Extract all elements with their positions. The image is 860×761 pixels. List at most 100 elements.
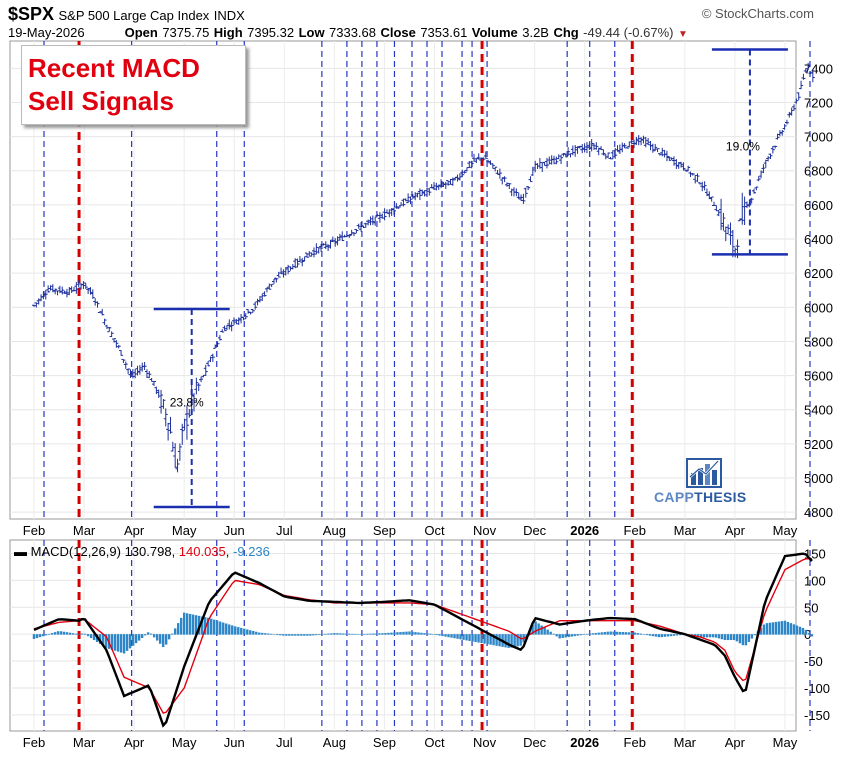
macd-histogram-bar — [444, 634, 447, 637]
macd-histogram-bar — [645, 634, 648, 636]
macd-histogram-bar — [447, 634, 450, 638]
macd-histogram-bar — [480, 634, 483, 644]
macd-y-tick-label: 0 — [804, 627, 811, 642]
price-x-tick-label: Apr — [725, 523, 746, 538]
gain-percent-label: 19.0% — [726, 139, 760, 153]
macd-histogram-bar — [570, 634, 573, 637]
macd-histogram-bar — [789, 623, 793, 635]
macd-histogram-bar — [432, 634, 435, 635]
macd-histogram-bar — [741, 634, 745, 646]
macd-histogram-bar — [798, 626, 802, 635]
price-x-tick-label: Jun — [224, 523, 245, 538]
macd-histogram-bar — [792, 624, 796, 635]
macd-histogram-bar — [468, 634, 471, 641]
macd-histogram-bar — [564, 634, 567, 638]
macd-x-tick-label: Apr — [725, 735, 746, 750]
macd-histogram-bar — [612, 631, 615, 635]
macd-histogram-bar — [492, 634, 495, 646]
macd-histogram-bar — [270, 633, 273, 635]
macd-histogram-bar — [357, 634, 360, 635]
macd-x-tick-label: Jul — [276, 735, 293, 750]
price-y-tick-label: 5000 — [804, 471, 833, 486]
macd-histogram-bar — [807, 632, 811, 635]
macd-histogram-bar — [71, 633, 75, 635]
macd-histogram-bar — [258, 632, 261, 635]
macd-histogram-bar — [86, 634, 90, 637]
macd-histogram-bar — [321, 634, 324, 635]
macd-histogram-bar — [143, 634, 147, 636]
macd-histogram-bar — [318, 634, 321, 635]
macd-histogram-bar — [759, 627, 763, 635]
logo-wordmark: CAPPTHESIS — [654, 489, 746, 505]
macd-x-tick-label: Sep — [373, 735, 396, 750]
macd-histogram-bar — [315, 634, 318, 636]
price-x-tick-label: Mar — [674, 523, 697, 538]
macd-histogram-bar — [182, 612, 186, 635]
macd-histogram-bar — [414, 632, 417, 635]
ticker-symbol: $SPX — [8, 4, 55, 24]
macd-histogram-bar — [219, 621, 222, 635]
macd-histogram-bar — [399, 632, 402, 635]
macd-x-tick-label: Feb — [624, 735, 646, 750]
macd-histogram-bar — [744, 634, 748, 646]
macd-histogram-bar — [294, 634, 297, 636]
macd-histogram-bar — [225, 623, 228, 635]
macd-histogram-bar — [429, 633, 432, 635]
close-value: 7353.61 — [420, 25, 468, 40]
macd-histogram-bar — [47, 633, 51, 635]
macd-histogram-bar — [519, 634, 522, 646]
macd-histogram-bar — [729, 634, 733, 641]
macd-histogram-bar — [774, 621, 778, 635]
macd-histogram-bar — [426, 633, 429, 635]
macd-histogram-bar — [131, 634, 135, 646]
macd-histogram-bar — [507, 634, 510, 648]
macd-histogram-bar — [753, 634, 757, 636]
macd-histogram-bar — [804, 629, 808, 635]
quote-date: 19-May-2026 — [8, 25, 85, 40]
macd-y-tick-label: -100 — [804, 681, 830, 696]
macd-histogram-bar — [276, 634, 279, 635]
macd-histogram-bar — [726, 634, 730, 641]
macd-histogram-bar — [137, 634, 141, 641]
macd-legend-signal: 140.035 — [178, 544, 226, 559]
macd-histogram-bar — [561, 634, 564, 638]
macd-histogram-bar — [795, 625, 799, 635]
macd-histogram-bar — [450, 634, 453, 638]
price-x-tick-label: Jul — [276, 523, 293, 538]
annotation-line1: Recent MACD — [28, 53, 200, 83]
macd-histogram-bar — [366, 633, 369, 635]
price-x-tick-label: Aug — [323, 523, 346, 538]
macd-histogram-bar — [531, 624, 534, 635]
macd-histogram-bar — [288, 634, 291, 636]
macd-histogram-bar — [462, 634, 465, 640]
macd-histogram-bar — [228, 624, 231, 635]
macd-histogram-bar — [279, 634, 282, 636]
price-x-tick-label: Feb — [23, 523, 45, 538]
macd-histogram-bar — [164, 634, 168, 645]
macd-histogram-bar — [342, 633, 345, 635]
macd-histogram-bar — [750, 634, 754, 639]
macd-x-tick-label: Dec — [523, 735, 547, 750]
low-value: 7333.68 — [329, 25, 377, 40]
macd-histogram-bar — [786, 621, 790, 635]
macd-histogram-bar — [621, 632, 624, 635]
macd-histogram-bar — [654, 634, 657, 637]
macd-x-tick-label: 2026 — [570, 735, 599, 750]
macd-histogram-bar — [243, 628, 246, 635]
macd-histogram-bar — [207, 617, 210, 635]
macd-histogram-bar — [53, 632, 57, 635]
macd-histogram-bar — [237, 627, 240, 635]
macd-histogram-bar — [384, 633, 387, 635]
macd-histogram-bar — [185, 613, 189, 635]
macd-histogram-bar — [41, 634, 45, 637]
price-y-tick-label: 5800 — [804, 334, 833, 349]
macd-histogram-bar — [714, 634, 718, 638]
macd-histogram-bar — [351, 633, 354, 635]
volume-value: 3.2B — [522, 25, 549, 40]
macd-histogram-bar — [663, 634, 667, 637]
macd-histogram-bar — [735, 634, 739, 642]
cappthesis-logo: CAPPTHESIS — [654, 455, 764, 507]
macd-sell-signal-annotation: Recent MACD Sell Signals — [21, 45, 246, 125]
index-name: S&P 500 Large Cap Index — [58, 8, 210, 23]
